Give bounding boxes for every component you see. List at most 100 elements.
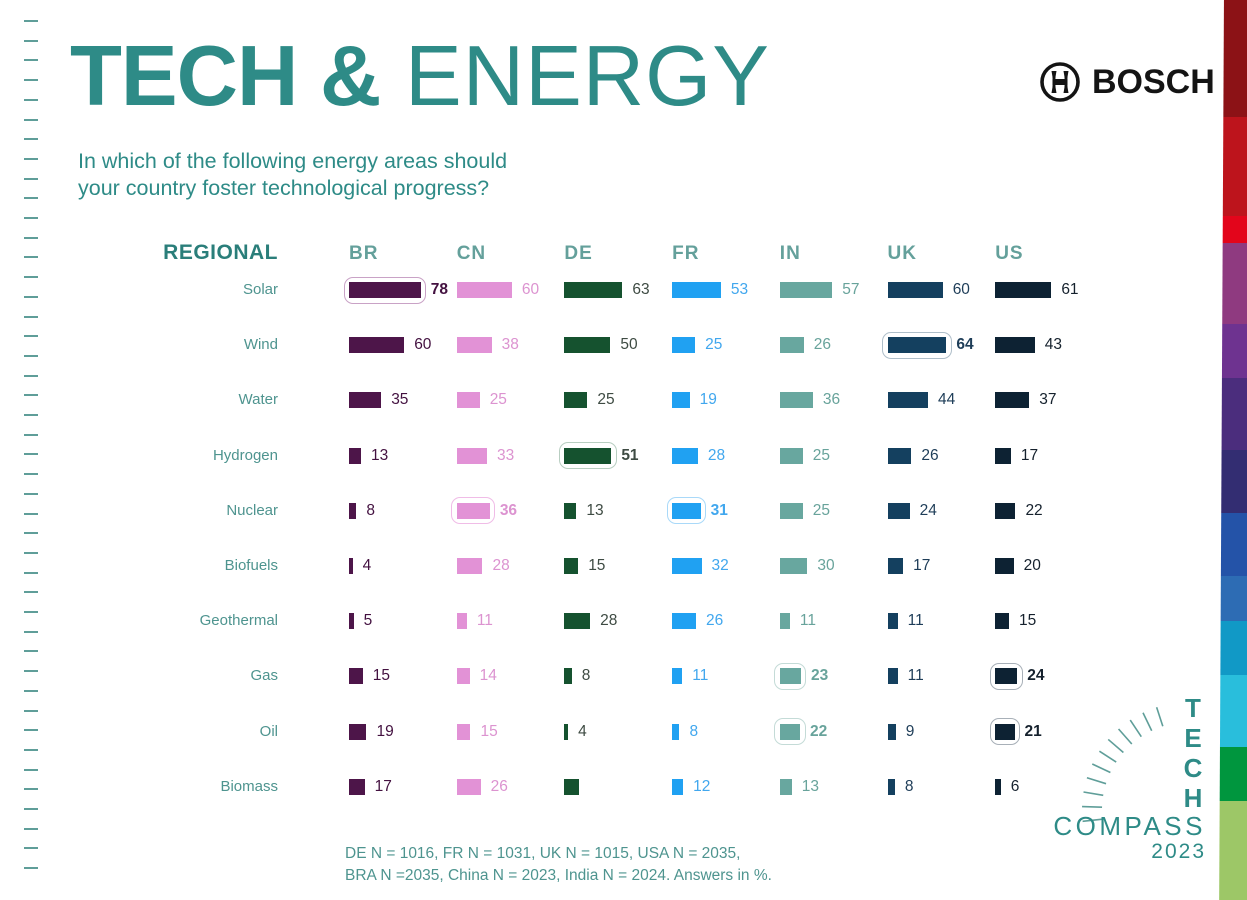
value-label: 15 (372, 667, 391, 685)
value-label: 26 (813, 336, 831, 354)
value-label: 36 (822, 391, 841, 409)
value-label: 30 (817, 557, 835, 574)
value-label: 15 (588, 557, 606, 574)
bar-fr-geothermal (672, 613, 696, 630)
compass-year: 2023 (1151, 840, 1206, 863)
bar-uk-hydrogen (887, 447, 912, 464)
ruler-dash (24, 630, 38, 633)
value-label: 25 (812, 501, 831, 519)
ruler-dash (24, 79, 38, 82)
row-label-wind: Wind (243, 336, 278, 354)
ruler-dash (24, 689, 38, 692)
column-header-cn: CN (456, 243, 487, 264)
strip-segment (1219, 216, 1247, 243)
value-label: 12 (693, 777, 711, 795)
compass-tick-icon (1082, 805, 1103, 809)
bar-cn-oil (456, 723, 471, 740)
value-label: 50 (620, 336, 638, 354)
compass-tick-icon (1086, 776, 1107, 785)
value-label: 9 (905, 722, 915, 740)
row-label-biofuels: Biofuels (224, 557, 278, 574)
value-label: 60 (414, 336, 432, 354)
bar-fr-solar (672, 282, 721, 298)
footnote-line1: DE N = 1016, FR N = 1031, UK N = 1015, U… (345, 845, 741, 862)
bar-de-biofuels (564, 558, 579, 574)
color-strip (1219, 0, 1247, 900)
highlight-ring (666, 497, 707, 525)
bar-de-nuclear (564, 502, 577, 519)
bar-cn-geothermal (456, 613, 467, 630)
compass-vertical-letter: H (1184, 783, 1203, 813)
bar-uk-nuclear (887, 502, 910, 519)
column-header-uk: UK (887, 243, 917, 264)
ruler-dash (24, 236, 38, 239)
bar-cn-hydrogen (456, 447, 488, 464)
value-label: 61 (1061, 281, 1079, 298)
ruler-dash (24, 374, 38, 377)
strip-segment (1219, 675, 1247, 747)
strip-segment (1219, 801, 1247, 900)
bar-uk-water (887, 392, 928, 409)
compass-tick-icon (1117, 728, 1133, 745)
value-label: 60 (521, 281, 540, 298)
ruler-dash (24, 177, 38, 180)
strip-segment (1219, 378, 1247, 450)
value-label: 22 (810, 722, 828, 740)
value-label: 35 (391, 391, 409, 409)
strip-segment (1219, 450, 1247, 513)
bar-us-solar (995, 282, 1052, 298)
row-label-geothermal: Geothermal (199, 612, 278, 630)
page-title-bold: TECH & (70, 29, 381, 124)
compass-tick-icon (1091, 763, 1111, 774)
value-label: 15 (480, 722, 498, 740)
ruler-dash (24, 788, 38, 791)
bar-br-water (349, 392, 382, 409)
ruler-dash (24, 532, 38, 535)
strip-segment (1219, 324, 1247, 378)
bar-fr-biomass (672, 778, 684, 795)
bar-in-water (779, 392, 813, 409)
bar-us-biomass (995, 778, 1001, 795)
compass-tick-icon (1107, 738, 1124, 754)
bar-us-oil (995, 723, 1015, 740)
ruler-dash (24, 473, 38, 476)
ruler-dash (24, 414, 38, 416)
bar-br-nuclear (349, 502, 357, 519)
highlight-ring (451, 497, 496, 525)
ruler-dash (24, 354, 38, 357)
value-label: 19 (699, 391, 717, 409)
bar-uk-wind (887, 337, 947, 354)
column-header-us: US (995, 243, 1024, 264)
value-label: 5 (363, 612, 373, 630)
ruler-dash (24, 138, 38, 141)
bar-br-solar (349, 282, 421, 298)
value-label: 17 (913, 557, 931, 574)
value-label: 36 (499, 501, 518, 519)
group-header-regional: REGIONAL (163, 241, 278, 264)
compass-vertical-letter: E (1184, 723, 1201, 753)
value-label: 13 (801, 777, 819, 795)
strip-segment (1219, 747, 1247, 801)
value-label: 15 (1019, 612, 1037, 630)
value-label: 8 (689, 722, 699, 740)
value-label: 8 (581, 667, 591, 685)
ruler-dash (24, 492, 38, 495)
row-label-biomass: Biomass (220, 777, 278, 795)
compass-tick-icon (1082, 818, 1103, 823)
highlight-ring (558, 442, 617, 470)
bar-de-oil (564, 723, 569, 740)
page-title-light: ENERGY (380, 29, 770, 124)
highlight-ring (989, 662, 1023, 690)
value-label: 25 (705, 336, 723, 354)
bar-de-wind (564, 337, 611, 354)
value-label: 17 (374, 777, 392, 795)
compass-vertical-letter: T (1185, 693, 1201, 723)
bar-us-nuclear (995, 502, 1016, 519)
value-label: 22 (1025, 501, 1043, 519)
value-label: 43 (1044, 336, 1062, 354)
bar-in-gas (779, 668, 801, 685)
bar-cn-wind (456, 337, 492, 354)
row-label-nuclear: Nuclear (226, 501, 278, 519)
bar-us-biofuels (995, 558, 1014, 574)
